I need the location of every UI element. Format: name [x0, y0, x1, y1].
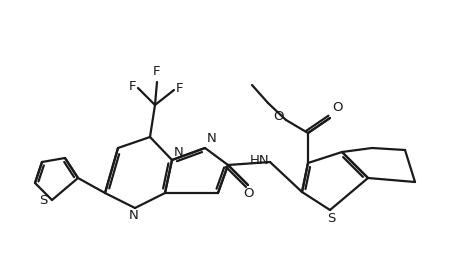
Text: HN: HN	[249, 154, 269, 166]
Text: O: O	[273, 111, 283, 123]
Text: N: N	[174, 146, 183, 159]
Text: F: F	[153, 65, 160, 78]
Text: S: S	[326, 212, 335, 225]
Text: S: S	[39, 194, 47, 207]
Text: O: O	[331, 101, 342, 114]
Text: F: F	[128, 80, 136, 93]
Text: F: F	[176, 82, 183, 95]
Text: N: N	[129, 209, 139, 222]
Text: N: N	[207, 132, 216, 145]
Text: O: O	[243, 187, 254, 200]
